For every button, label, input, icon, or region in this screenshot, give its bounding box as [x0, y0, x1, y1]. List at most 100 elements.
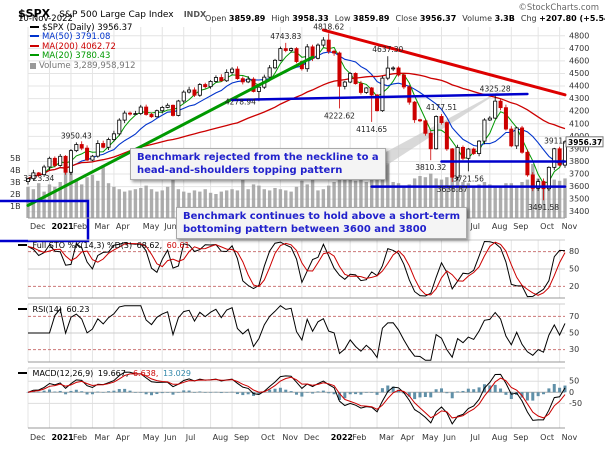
quote-open: Open 3859.89 [205, 14, 266, 23]
svg-text:3721.56: 3721.56 [453, 174, 484, 183]
svg-text:4743.83: 4743.83 [270, 32, 301, 41]
svg-text:2B: 2B [10, 190, 21, 199]
svg-text:Nov: Nov [562, 433, 578, 442]
ma200-line-swatch [30, 44, 39, 47]
legend-volume: Volume 3,289,958,912 [39, 60, 136, 71]
svg-text:1B: 1B [10, 202, 21, 211]
legend-ma50: MA(50) 3791.08 [42, 32, 111, 43]
legend-volume-row: Volume 3,289,958,912 [30, 60, 136, 71]
svg-text:Oct: Oct [261, 433, 275, 442]
svg-text:4500: 4500 [569, 69, 589, 78]
svg-text:Apr: Apr [116, 433, 131, 442]
svg-text:Dec: Dec [304, 433, 319, 442]
spx-line-swatch [30, 26, 39, 28]
quote-low: Low 3859.89 [334, 14, 390, 23]
copyright: ©StockCharts.com [518, 3, 599, 13]
quote-close: Close 3956.37 [395, 14, 457, 23]
candlesticks [25, 33, 568, 201]
svg-text:Dec: Dec [30, 222, 45, 231]
svg-text:Feb: Feb [73, 222, 87, 231]
svg-text:3600: 3600 [569, 182, 589, 191]
svg-text:Jun: Jun [163, 433, 177, 442]
svg-text:50: 50 [569, 377, 579, 386]
svg-text:Apr: Apr [401, 433, 416, 442]
quote-row: Open 3859.89 High 3958.33 Low 3859.89 Cl… [205, 14, 605, 23]
main-legend: $SPX (Daily) 3956.37 MA(50) 3791.08 MA(2… [30, 23, 136, 71]
rsi-value: 60.23 [66, 305, 90, 314]
svg-text:4600: 4600 [569, 56, 589, 65]
svg-text:2021: 2021 [51, 433, 74, 442]
svg-text:4200: 4200 [569, 107, 589, 116]
svg-text:2022: 2022 [331, 433, 353, 442]
svg-text:Aug: Aug [492, 433, 508, 442]
stoch-panel: 80 50 20 [27, 239, 579, 299]
svg-text:4700: 4700 [569, 44, 589, 53]
svg-text:Jul: Jul [469, 433, 480, 442]
svg-text:4278.94: 4278.94 [225, 97, 256, 106]
svg-text:3B: 3B [10, 178, 21, 187]
svg-text:4325.28: 4325.28 [480, 84, 511, 93]
svg-text:Dec: Dec [30, 433, 45, 442]
macd-signal-value: 6.638, [132, 369, 159, 378]
svg-text:4B: 4B [10, 166, 21, 175]
callout-neckline-rejection: Benchmark rejected from the neckline to … [130, 148, 386, 180]
svg-text:Nov: Nov [282, 433, 298, 442]
svg-text:4177.51: 4177.51 [426, 103, 457, 112]
ma50-line-swatch [30, 35, 39, 38]
rsi-panel: 70 50 30 [28, 303, 579, 363]
svg-text:3956.37: 3956.37 [568, 138, 602, 147]
stoch-legend: Full STO %K(14,3) %D(3) 68.62, 60.61 [18, 241, 190, 250]
stoch-k-value: 68.62, [136, 241, 163, 250]
svg-text:5B: 5B [10, 154, 21, 163]
svg-text:4800: 4800 [569, 31, 589, 40]
svg-text:Aug: Aug [213, 433, 229, 442]
svg-text:Jun: Jun [442, 433, 456, 442]
chart-date: 10-Nov-2022 [18, 14, 73, 24]
svg-text:50: 50 [569, 329, 579, 338]
svg-text:Mar: Mar [94, 433, 110, 442]
svg-text:3911.79: 3911.79 [544, 136, 575, 145]
svg-text:Oct: Oct [540, 433, 554, 442]
svg-text:May: May [422, 433, 439, 442]
macd-line-swatch [18, 372, 27, 374]
last-price-tag: 3956.37 [565, 136, 604, 148]
svg-text:4222.62: 4222.62 [324, 111, 355, 120]
svg-text:Nov: Nov [562, 222, 578, 231]
stoch-label: Full STO %K(14,3) %D(3) [32, 241, 133, 250]
svg-text:Mar: Mar [379, 433, 395, 442]
macd-hist-value: 13.029 [162, 369, 191, 378]
svg-text:4400: 4400 [569, 82, 589, 91]
macd-label: MACD(12,26,9) [32, 369, 94, 378]
macd-legend: MACD(12,26,9) 19.667, 6.638, 13.029 [18, 369, 191, 378]
callout-line-2: head-and-shoulders topping pattern [137, 165, 343, 176]
legend-spx: $SPX (Daily) 3956.37 [42, 23, 133, 33]
svg-text:3636.87: 3636.87 [437, 185, 468, 194]
svg-text:3723.34: 3723.34 [23, 174, 54, 183]
svg-text:4637.30: 4637.30 [372, 45, 403, 54]
svg-text:Feb: Feb [73, 433, 87, 442]
legend-ma200-row: MA(200) 4062.72 [30, 42, 136, 52]
svg-text:Feb: Feb [352, 433, 366, 442]
callout-line-2: bottoming pattern between 3600 and 3800 [183, 224, 427, 235]
svg-text:Aug: Aug [492, 222, 508, 231]
svg-text:-50: -50 [569, 399, 582, 408]
legend-ma20: MA(20) 3780.43 [42, 51, 111, 62]
rsi-line-swatch [18, 308, 27, 310]
svg-text:4818.62: 4818.62 [313, 22, 344, 31]
svg-text:30: 30 [569, 345, 579, 354]
stoch-d-value: 60.61 [166, 241, 190, 250]
svg-text:3491.58: 3491.58 [528, 203, 559, 212]
chart-header: $SPX S&P 500 Large Cap Index INDX [18, 2, 206, 21]
svg-text:3950.43: 3950.43 [61, 132, 92, 141]
svg-text:3700: 3700 [569, 170, 589, 179]
svg-text:3400: 3400 [569, 207, 589, 216]
quote-high: High 3958.33 [271, 14, 329, 23]
legend-ma20-row: MA(20) 3780.43 [30, 52, 136, 61]
rsi-label: RSI(14) [32, 305, 62, 314]
svg-text:4300: 4300 [569, 94, 589, 103]
svg-text:May: May [143, 433, 160, 442]
macd-panel: 50 0 -50 [26, 367, 582, 429]
quote-change: Chg +207.80 (+5.54%) [520, 14, 605, 23]
volume-axis-labels: 1B 2B 3B 4B 5B [10, 154, 21, 211]
callout-line-1: Benchmark rejected from the neckline to … [137, 152, 379, 163]
